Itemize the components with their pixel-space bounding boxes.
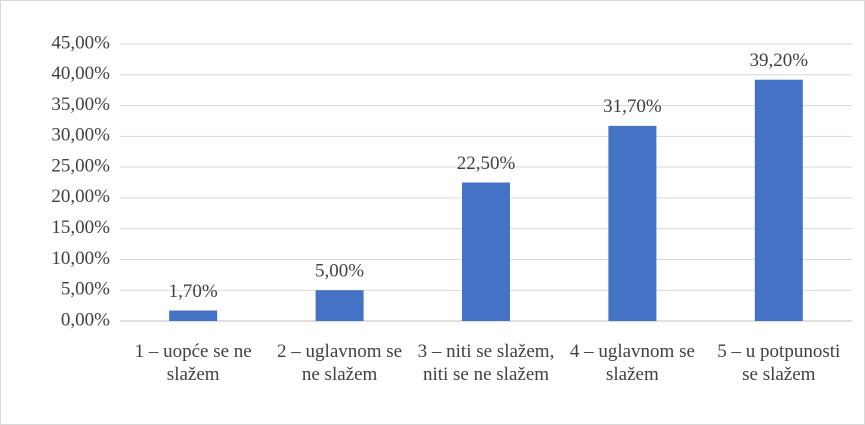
y-tick-label: 15,00%	[51, 217, 110, 238]
value-label: 31,70%	[603, 96, 662, 117]
bar	[462, 182, 510, 321]
y-tick-label: 25,00%	[51, 155, 110, 176]
value-label: 5,00%	[315, 261, 364, 282]
x-tick-label: 2 – uglavnom se ne slažem	[277, 341, 403, 385]
value-label: 1,70%	[169, 281, 218, 302]
y-tick-label: 40,00%	[51, 63, 110, 84]
bar	[169, 310, 218, 321]
x-tick-label: 3 – niti se slažem, niti se ne slažem	[417, 341, 555, 385]
y-tick-label: 10,00%	[51, 248, 110, 269]
x-tick-label: 1 – uopće se ne slažem	[134, 341, 252, 385]
value-label: 39,20%	[750, 50, 809, 71]
x-tick-label: 5 – u potpunosti se slažem	[717, 341, 841, 385]
y-tick-label: 0,00%	[61, 309, 110, 330]
bar	[608, 125, 657, 321]
x-tick-label: 4 – uglavnom se slažem	[569, 341, 695, 385]
bar	[315, 290, 364, 321]
y-tick-label: 45,00%	[51, 32, 110, 53]
y-tick-label: 30,00%	[51, 125, 110, 146]
y-tick-label: 20,00%	[51, 186, 110, 207]
value-label: 22,50%	[457, 153, 516, 174]
y-tick-label: 35,00%	[51, 94, 110, 115]
bar	[754, 79, 803, 321]
y-tick-label: 5,00%	[61, 279, 110, 300]
